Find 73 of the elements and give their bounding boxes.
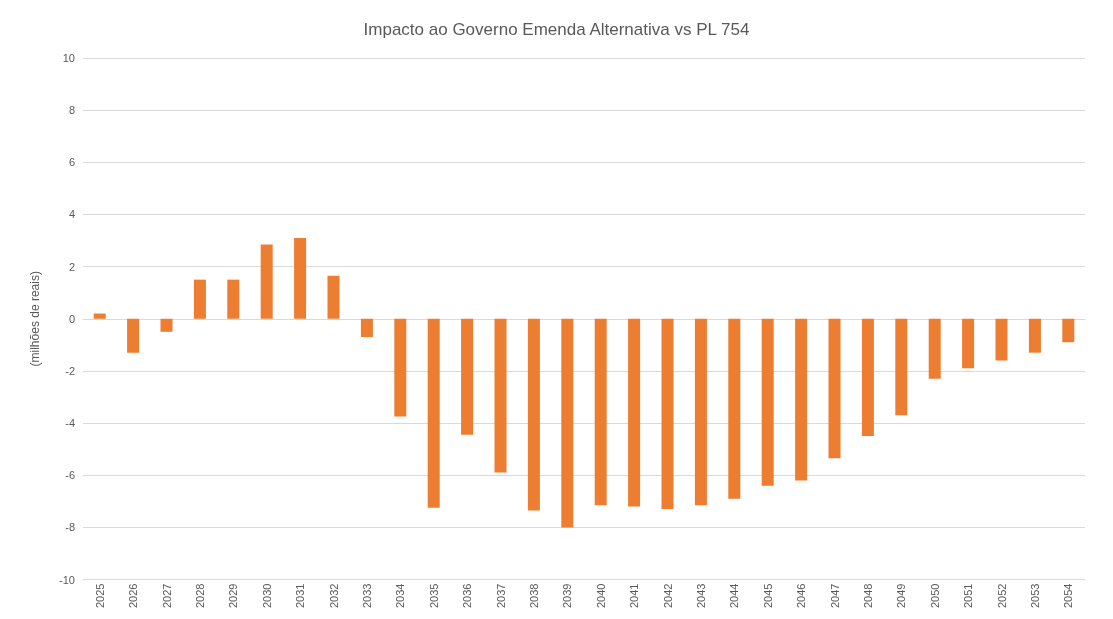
x-tick-label: 2042 bbox=[661, 583, 674, 609]
bar bbox=[494, 318, 507, 473]
x-tick-label: 2030 bbox=[260, 583, 273, 609]
bar bbox=[394, 318, 407, 417]
y-tick-label: 6 bbox=[68, 156, 75, 169]
x-tick-label: 2041 bbox=[628, 583, 641, 609]
y-axis-title: (milhões de reais) bbox=[28, 271, 42, 367]
bar bbox=[227, 279, 240, 319]
x-tick-label: 2046 bbox=[795, 583, 808, 609]
x-tick-label: 2049 bbox=[895, 583, 908, 609]
bar bbox=[327, 275, 340, 319]
bar bbox=[294, 237, 307, 319]
bar bbox=[694, 318, 707, 506]
bar bbox=[260, 244, 273, 319]
bar bbox=[127, 318, 140, 353]
x-tick-label: 2044 bbox=[728, 583, 741, 609]
bar bbox=[1062, 318, 1075, 343]
x-tick-label: 2043 bbox=[694, 583, 707, 609]
y-tick-label: -8 bbox=[65, 521, 75, 534]
y-tick-label: 2 bbox=[68, 260, 75, 273]
x-tick-label: 2051 bbox=[962, 583, 975, 609]
bar bbox=[93, 313, 106, 319]
x-tick-label: 2039 bbox=[561, 583, 574, 609]
y-tick-label: 0 bbox=[68, 312, 75, 325]
bar bbox=[861, 318, 874, 437]
x-tick-label: 2025 bbox=[93, 583, 106, 609]
bar bbox=[962, 318, 975, 369]
bar bbox=[427, 318, 440, 508]
bar bbox=[160, 318, 173, 332]
x-tick-label: 2038 bbox=[527, 583, 540, 609]
x-tick-label: 2034 bbox=[394, 583, 407, 609]
bar bbox=[795, 318, 808, 481]
x-tick-label: 2045 bbox=[761, 583, 774, 609]
bar bbox=[360, 318, 373, 338]
x-tick-label: 2036 bbox=[461, 583, 474, 609]
y-tick-label: -2 bbox=[65, 364, 75, 377]
x-tick-label: 2026 bbox=[127, 583, 140, 609]
x-tick-label: 2053 bbox=[1028, 583, 1041, 609]
bar bbox=[1028, 318, 1041, 353]
x-tick-label: 2032 bbox=[327, 583, 340, 609]
x-tick-label: 2033 bbox=[360, 583, 373, 609]
bar bbox=[761, 318, 774, 486]
bar bbox=[661, 318, 674, 510]
bar bbox=[527, 318, 540, 511]
bar bbox=[828, 318, 841, 459]
x-tick-label: 2050 bbox=[928, 583, 941, 609]
bar bbox=[928, 318, 941, 379]
x-tick-label: 2048 bbox=[861, 583, 874, 609]
bar bbox=[561, 318, 574, 528]
y-tick-label: 8 bbox=[68, 104, 75, 117]
x-tick-label: 2031 bbox=[294, 583, 307, 609]
y-tick-label: -6 bbox=[65, 469, 75, 482]
chart-title: Impacto ao Governo Emenda Alternativa vs PL 754 bbox=[363, 20, 750, 39]
y-tick-label: 4 bbox=[68, 208, 75, 221]
y-tick-label: -4 bbox=[65, 417, 75, 430]
x-tick-label: 2027 bbox=[160, 583, 173, 609]
x-tick-label: 2028 bbox=[193, 583, 206, 609]
bar bbox=[728, 318, 741, 499]
bar bbox=[895, 318, 908, 416]
y-tick-label: 10 bbox=[62, 52, 75, 64]
bar bbox=[594, 318, 607, 506]
x-tick-label: 2035 bbox=[427, 583, 440, 609]
x-tick-label: 2029 bbox=[227, 583, 240, 609]
x-tick-label: 2054 bbox=[1062, 583, 1075, 609]
x-tick-label: 2052 bbox=[995, 583, 1008, 609]
x-tick-label: 2047 bbox=[828, 583, 841, 609]
bar bbox=[628, 318, 641, 507]
x-tick-label: 2040 bbox=[594, 583, 607, 609]
y-tick-label: -10 bbox=[59, 573, 75, 586]
bar bbox=[193, 279, 206, 319]
bar bbox=[995, 318, 1008, 361]
x-tick-label: 2037 bbox=[494, 583, 507, 609]
bar bbox=[461, 318, 474, 435]
